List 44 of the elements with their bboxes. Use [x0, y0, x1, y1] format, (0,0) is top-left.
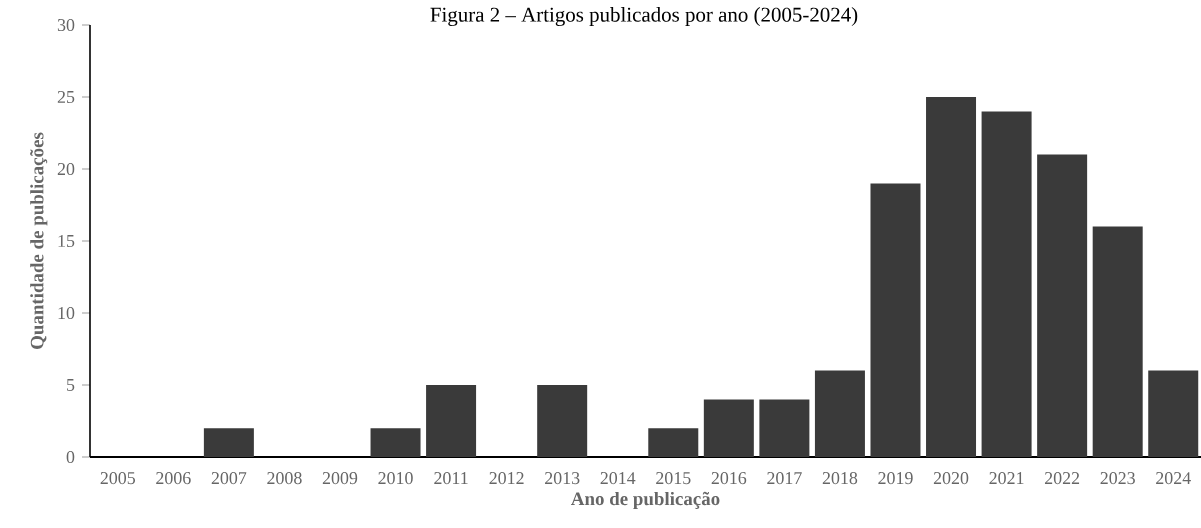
x-tick-label: 2011: [434, 472, 468, 485]
x-tick-label: 2007: [211, 472, 247, 485]
bar: [1148, 370, 1199, 457]
y-axis-title: Quantidade de publicações: [30, 132, 48, 349]
x-tick-label: 2009: [322, 472, 358, 485]
x-tick-label: 2019: [878, 472, 913, 485]
y-tick-label: 0: [66, 450, 75, 464]
y-tick-label: 25: [57, 90, 75, 104]
y-tick-label: 10: [58, 306, 75, 320]
x-tick-label: 2014: [600, 472, 636, 485]
y-tick-label: 15: [58, 234, 75, 248]
bar: [203, 428, 254, 457]
x-tick-label: 2016: [711, 472, 747, 485]
x-tick-label: 2005: [100, 472, 136, 485]
bar: [648, 428, 699, 457]
x-axis-title: Ano de publicação: [571, 491, 720, 510]
bar: [1037, 154, 1088, 457]
x-tick-label: 2018: [822, 472, 858, 485]
bar: [814, 370, 865, 457]
x-tick-label: 2017: [767, 472, 802, 485]
x-tick-label: 2020: [933, 472, 969, 485]
bar: [870, 183, 921, 457]
x-tick-label: 2012: [489, 472, 524, 485]
bar: [1092, 226, 1143, 457]
x-tick-label: 2021: [989, 472, 1024, 485]
x-tick-label: 2022: [1044, 472, 1080, 485]
bar: [759, 399, 810, 457]
bar: [426, 385, 477, 457]
bar: [926, 97, 977, 457]
bar: [703, 399, 754, 457]
y-tick-label: 30: [57, 18, 75, 32]
y-tick-label: 5: [67, 379, 75, 391]
x-tick-label: 2015: [656, 472, 691, 485]
x-tick-label: 2006: [156, 472, 191, 485]
chart-title: Figura 2 – Artigos publicados por ano (2005-2024): [430, 7, 858, 27]
y-tick-label: 20: [57, 162, 75, 176]
x-tick-label: 2023: [1100, 472, 1135, 485]
bar: [537, 385, 588, 457]
bar: [370, 428, 421, 457]
x-tick-label: 2010: [378, 472, 413, 485]
x-tick-label: 2024: [1156, 472, 1191, 485]
x-tick-label: 2008: [267, 472, 302, 485]
x-tick-label: 2013: [545, 472, 580, 485]
bar: [981, 111, 1032, 457]
